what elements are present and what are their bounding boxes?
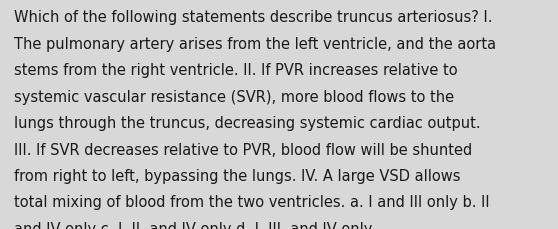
Text: from right to left, bypassing the lungs. IV. A large VSD allows: from right to left, bypassing the lungs.… [14,168,460,183]
Text: III. If SVR decreases relative to PVR, blood flow will be shunted: III. If SVR decreases relative to PVR, b… [14,142,472,157]
Text: The pulmonary artery arises from the left ventricle, and the aorta: The pulmonary artery arises from the lef… [14,37,496,52]
Text: Which of the following statements describe truncus arteriosus? I.: Which of the following statements descri… [14,10,493,25]
Text: and IV only c. I, II, and IV only d. I, III, and IV only: and IV only c. I, II, and IV only d. I, … [14,221,372,229]
Text: lungs through the truncus, decreasing systemic cardiac output.: lungs through the truncus, decreasing sy… [14,116,480,131]
Text: systemic vascular resistance (SVR), more blood flows to the: systemic vascular resistance (SVR), more… [14,89,454,104]
Text: stems from the right ventricle. II. If PVR increases relative to: stems from the right ventricle. II. If P… [14,63,458,78]
Text: total mixing of blood from the two ventricles. a. I and III only b. II: total mixing of blood from the two ventr… [14,195,489,210]
